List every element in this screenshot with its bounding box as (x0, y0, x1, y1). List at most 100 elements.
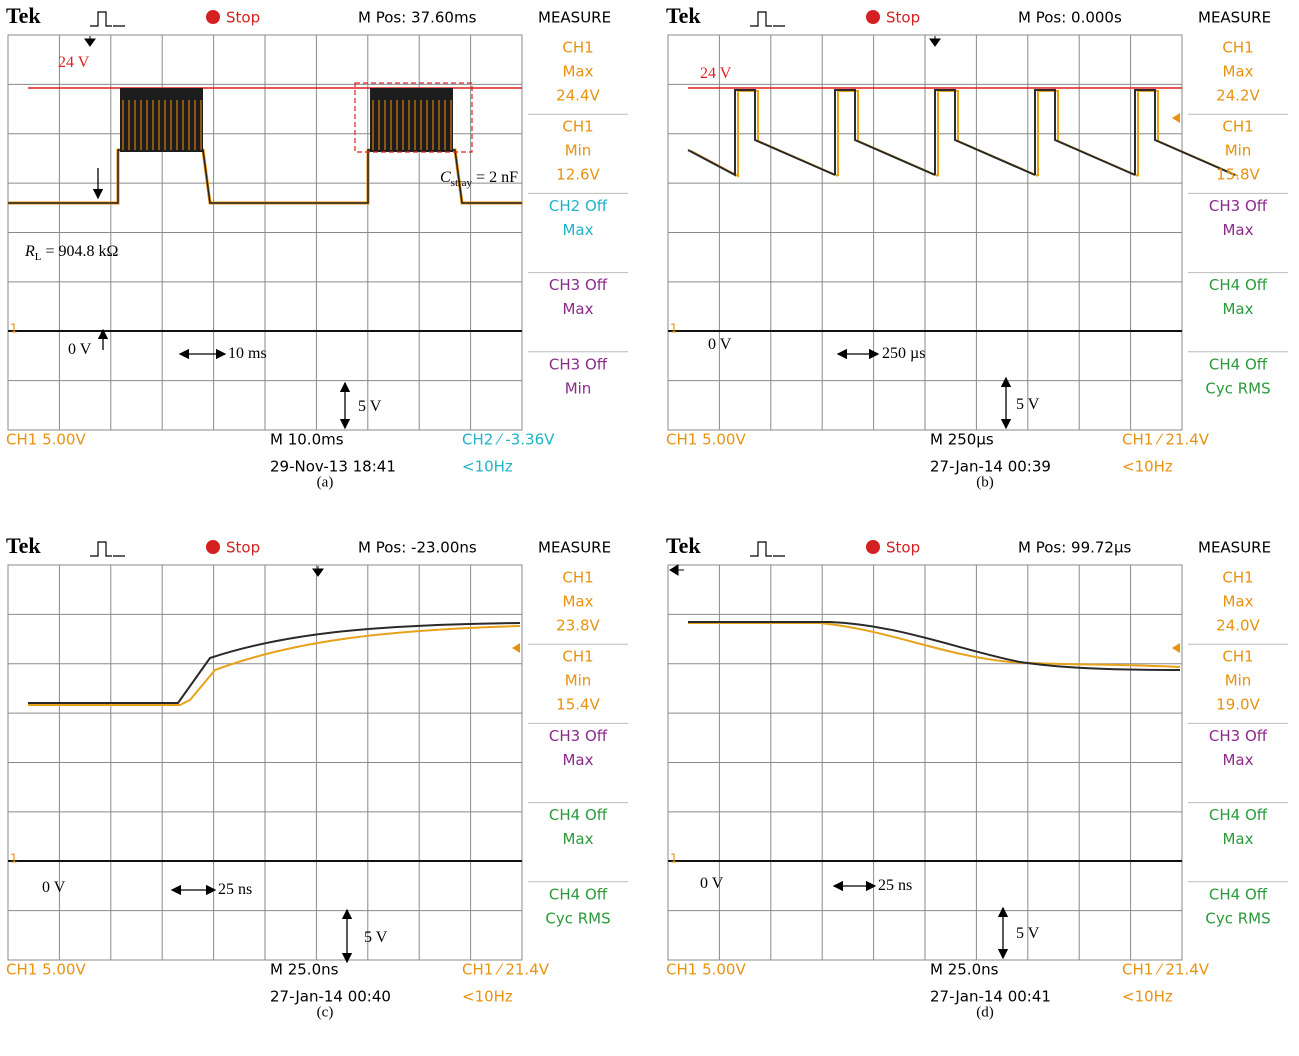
timebase: M 10.0ms (270, 431, 344, 449)
trigger: CH1 ⁄ 21.4V (462, 961, 550, 979)
measure-line: Max (1222, 830, 1253, 848)
ground-marker: 1 (670, 322, 678, 336)
annotation: 25 ns (878, 877, 912, 894)
annotation: 24 V (700, 65, 732, 82)
caption: (d) (976, 1004, 994, 1020)
annotation-main: 250 µs (882, 345, 925, 362)
annotation-main: 0 V (42, 879, 66, 896)
brand: Tek (666, 533, 701, 558)
measure-line: CH4 Off (1209, 806, 1268, 824)
measure-line: Max (562, 593, 593, 611)
frequency: <10Hz (462, 988, 513, 1006)
measure-line: CH1 (562, 118, 593, 136)
annotation-main: 5 V (358, 398, 382, 415)
annotation: 0 V (708, 336, 732, 353)
measure-line: Max (562, 221, 593, 239)
run-state: Stop (886, 539, 920, 557)
measure-line: CH1 (562, 648, 593, 666)
annotation-after: = 2 nF (472, 169, 518, 186)
annotation: 25 ns (218, 881, 252, 898)
annotation-after: = 904.8 kΩ (42, 243, 119, 260)
measure-line: CH4 Off (1209, 355, 1268, 373)
measure-line: CH3 Off (1209, 197, 1268, 215)
measure-line: Cyc RMS (1205, 909, 1270, 927)
annotation: 5 V (1016, 925, 1040, 942)
annotation: 0 V (700, 875, 724, 892)
annotation-main: 5 V (1016, 925, 1040, 942)
measure-line: CH3 Off (549, 355, 608, 373)
position: M Pos: -23.00ns (358, 539, 477, 557)
menu-title: MEASURE (1198, 9, 1271, 27)
measure-line: Max (1222, 221, 1253, 239)
measure-line: CH4 Off (549, 885, 608, 903)
position: M Pos: 0.000s (1018, 9, 1122, 27)
measure-line: Max (562, 63, 593, 81)
annotation-main: 5 V (1016, 396, 1040, 413)
measure-line: Max (1222, 751, 1253, 769)
annotation: 5 V (1016, 396, 1040, 413)
measure-line: Min (1225, 142, 1252, 160)
trigger-icon (90, 12, 125, 26)
measure-line: Min (1225, 672, 1252, 690)
trigger-icon (750, 12, 785, 26)
annotation: 0 V (42, 879, 66, 896)
measure-line: 23.8V (556, 617, 600, 635)
measure-line: 24.4V (556, 87, 600, 105)
annotation: 5 V (358, 398, 382, 415)
run-state: Stop (226, 9, 260, 27)
vertical-scale: CH1 5.00V (6, 961, 86, 979)
figure: Tek Stop M Pos: 37.60ms MEASURE 1 CH1 Max 24.4V… (0, 0, 1299, 1056)
annotation-main: 5 V (364, 929, 388, 946)
ground-marker: 1 (10, 322, 18, 336)
measure-line: Cyc RMS (1205, 379, 1270, 397)
stop-dot (866, 540, 880, 554)
measure-line: 15.4V (556, 696, 600, 714)
measure-line: Max (562, 751, 593, 769)
run-state: Stop (886, 9, 920, 27)
burst (120, 88, 203, 152)
menu-title: MEASURE (538, 9, 611, 27)
annotation: 0 V (68, 341, 92, 358)
measure-line: CH2 Off (549, 197, 608, 215)
brand: Tek (666, 3, 701, 28)
date: 27-Jan-14 00:41 (930, 988, 1051, 1006)
measure-line: Cyc RMS (545, 909, 610, 927)
measure-line: CH4 Off (1209, 885, 1268, 903)
brand: Tek (6, 533, 41, 558)
measure-line: CH3 Off (1209, 727, 1268, 745)
trigger-icon (750, 542, 785, 556)
annotation-main: 0 V (708, 336, 732, 353)
measure-line: CH3 Off (549, 276, 608, 294)
stop-dot (206, 540, 220, 554)
annotation-main: R (24, 243, 35, 260)
annotation-sub: stray (451, 177, 473, 189)
measure-line: Max (1222, 63, 1253, 81)
trigger-icon (90, 542, 125, 556)
scope-panel: TekStopM Pos: 99.72µsMEASURE1CH1Max24.0V… (666, 533, 1288, 1020)
measure-line: Max (562, 300, 593, 318)
measure-line: 19.0V (1216, 696, 1260, 714)
annotation-main: 0 V (68, 341, 92, 358)
trigger: CH1 ⁄ 21.4V (1122, 431, 1210, 449)
frequency: <10Hz (1122, 988, 1173, 1006)
measure-line: CH1 (1222, 648, 1253, 666)
date: 27-Jan-14 00:39 (930, 458, 1051, 476)
measure-line: CH1 (1222, 39, 1253, 57)
annotation-main: 25 ns (218, 881, 252, 898)
position: M Pos: 99.72µs (1018, 539, 1132, 557)
trigger: CH2 ⁄ -3.36V (462, 431, 555, 449)
measure-line: 24.0V (1216, 617, 1260, 635)
vertical-scale: CH1 5.00V (666, 431, 746, 449)
measure-line: Min (565, 672, 592, 690)
position: M Pos: 37.60ms (358, 9, 477, 27)
measure-line: CH1 (562, 39, 593, 57)
annotation-main: 24 V (58, 54, 90, 71)
measure-line: Min (565, 142, 592, 160)
measure-line: CH4 Off (1209, 276, 1268, 294)
vertical-scale: CH1 5.00V (666, 961, 746, 979)
burst (370, 88, 453, 152)
frequency: <10Hz (462, 458, 513, 476)
measure-line: Max (1222, 593, 1253, 611)
caption: (c) (317, 1004, 334, 1020)
ground-marker: 1 (670, 852, 678, 866)
